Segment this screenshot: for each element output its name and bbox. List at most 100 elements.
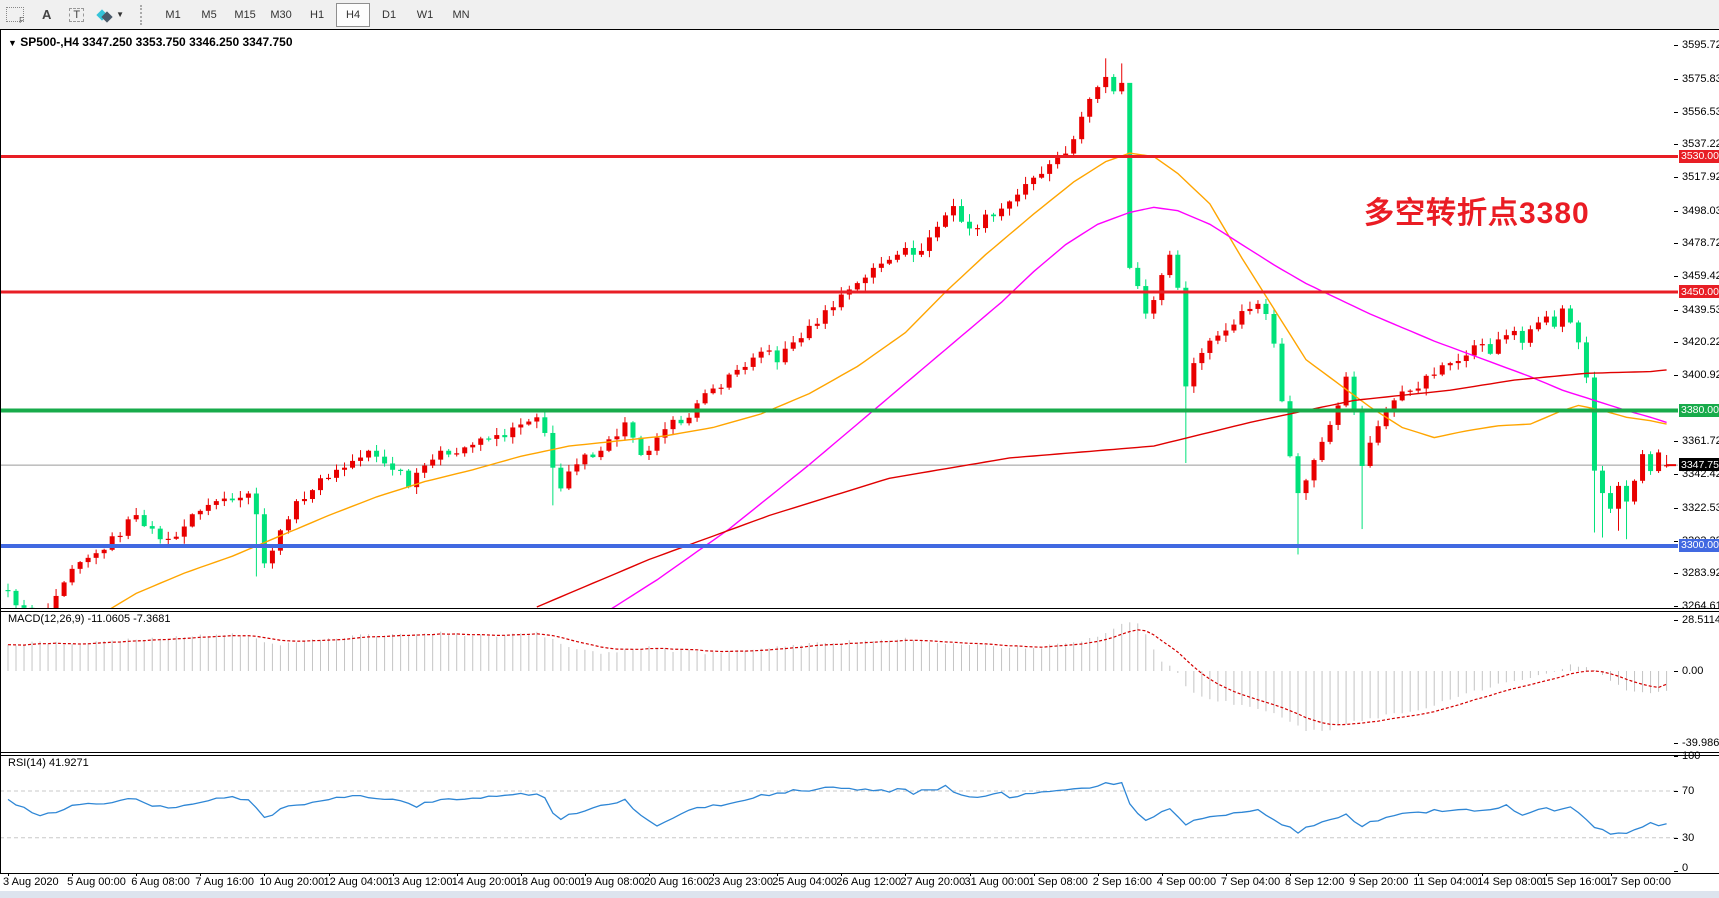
time-tick-label[interactable]: 8 Sep 12:00 (1285, 876, 1345, 888)
price-axis-line (0, 30, 1, 873)
main-chart-plot[interactable] (0, 30, 1678, 608)
time-tick (72, 873, 74, 876)
macd-tick-label: 0.00 (1682, 665, 1704, 677)
price-tick (1674, 605, 1678, 607)
price-tick (1674, 507, 1678, 509)
timeframe-button-d1[interactable]: D1 (382, 8, 397, 21)
rsi-header: RSI(14) 41.9271 (8, 757, 89, 769)
price-tick (1674, 144, 1678, 146)
time-tick-label[interactable]: 5 Aug 00:00 (67, 876, 126, 888)
time-tick (584, 873, 586, 876)
price-tick-label: 3517.920 (1682, 170, 1719, 183)
time-tick-label[interactable]: 1 Sep 08:00 (1028, 876, 1088, 888)
time-tick-label[interactable]: 19 Aug 08:00 (579, 876, 645, 888)
time-tick (713, 873, 715, 876)
price-tick-label: 3537.225 (1682, 138, 1719, 151)
macd-histogram-group (7, 622, 1668, 732)
price-badge-3380: 3380.000 (1679, 403, 1719, 417)
time-tick (649, 873, 650, 876)
toolbar-grip[interactable] (140, 4, 149, 25)
price-tick (1674, 540, 1678, 542)
frame-tool-icon[interactable]: F (6, 7, 24, 25)
chart-annotation-text[interactable]: 多空转折点3380 (1364, 197, 1590, 230)
time-tick-label[interactable]: 10 Aug 20:00 (259, 876, 325, 888)
toolbar: F A T ▼ M1 M5 M15 M30 H1 H4 D1 W1 MN (0, 0, 1719, 30)
rsi-plot[interactable] (0, 755, 1678, 873)
time-tick-label[interactable]: 11 Sep 04:00 (1413, 876, 1478, 888)
panel-separator (0, 873, 1719, 874)
price-tick (1674, 309, 1678, 311)
time-tick (1161, 873, 1163, 876)
rsi-tick (1674, 871, 1678, 872)
time-tick-label[interactable]: 31 Aug 00:00 (964, 876, 1030, 888)
time-tick (777, 873, 779, 876)
price-tick-label: 3595.725 (1682, 39, 1719, 52)
font-tool-icon[interactable]: A (42, 7, 52, 22)
text-label-tool-icon[interactable]: T (69, 7, 85, 22)
time-tick (1033, 873, 1035, 876)
ma-slow-line (536, 369, 1667, 608)
time-tick-label[interactable]: 7 Sep 04:00 (1220, 876, 1281, 888)
time-tick-label[interactable]: 26 Aug 12:00 (836, 876, 902, 888)
macd-tick (1674, 742, 1678, 744)
time-tick (1610, 873, 1612, 876)
macd-tick-label: -39.9869 (1682, 736, 1719, 749)
time-tick (1418, 873, 1420, 876)
timeframe-button-m15[interactable]: M15 (234, 8, 256, 21)
time-tick-label[interactable]: 15 Sep 16:00 (1541, 876, 1607, 888)
price-tick-label: 3420.225 (1682, 336, 1719, 349)
time-tick (1290, 873, 1291, 876)
price-tick (1674, 276, 1678, 278)
time-tick-label[interactable]: 4 Sep 00:00 (1156, 876, 1217, 888)
timeframe-button-w1[interactable]: W1 (416, 8, 434, 21)
macd-plot[interactable] (0, 611, 1678, 752)
panel-separator[interactable] (0, 608, 1719, 609)
time-tick-label[interactable]: 2 Sep 16:00 (1092, 876, 1153, 888)
time-tick (136, 873, 138, 876)
macd-tick (1674, 671, 1678, 672)
time-tick (392, 873, 394, 876)
shapes-tool-icon[interactable]: ▼ (96, 8, 125, 23)
price-tick-label: 3478.725 (1682, 237, 1719, 250)
time-tick-label[interactable]: 20 Aug 16:00 (644, 876, 709, 888)
time-tick-label[interactable]: 7 Aug 16:00 (195, 876, 255, 888)
candles-group (5, 58, 1670, 608)
macd-tick (1674, 619, 1678, 621)
time-tick-label[interactable]: 23 Aug 23:00 (708, 876, 773, 888)
time-tick (841, 873, 843, 876)
price-badge-3300: 3300.000 (1679, 538, 1719, 552)
time-tick (905, 873, 907, 876)
rsi-tick (1674, 755, 1678, 757)
timeframe-button-m1[interactable]: M1 (165, 8, 181, 21)
chevron-down-icon: ▼ (116, 10, 125, 19)
timeframe-button-h4[interactable]: H4 (336, 2, 371, 27)
chart-symbol-header[interactable]: ▼ SP500-,H4 3347.250 3353.750 3346.250 3… (8, 35, 293, 49)
timeframe-button-m5[interactable]: M5 (201, 8, 217, 21)
time-tick-label[interactable]: 25 Aug 04:00 (772, 876, 838, 888)
timeframe-button-h1[interactable]: H1 (310, 8, 325, 21)
time-tick (1354, 873, 1356, 876)
macd-signal-line (7, 629, 1667, 726)
timeframe-button-m30[interactable]: M30 (270, 8, 292, 21)
status-strip (0, 891, 1719, 898)
collapse-icon[interactable]: ▼ (8, 38, 17, 48)
rsi-tick (1674, 791, 1678, 792)
time-tick (1546, 873, 1548, 876)
time-tick (969, 873, 971, 876)
time-tick-label[interactable]: 12 Aug 04:00 (323, 876, 389, 888)
time-tick-label[interactable]: 13 Aug 12:00 (387, 876, 453, 888)
panel-separator[interactable] (0, 752, 1719, 753)
time-tick-label[interactable]: 9 Sep 20:00 (1349, 876, 1409, 888)
price-tick (1674, 111, 1678, 113)
time-tick-label[interactable]: 18 Aug 00:00 (515, 876, 581, 888)
time-tick-label[interactable]: 6 Aug 08:00 (131, 876, 190, 888)
time-tick-label[interactable]: 17 Sep 00:00 (1605, 876, 1671, 888)
time-tick-label[interactable]: 14 Aug 20:00 (451, 876, 517, 888)
price-tick (1674, 375, 1678, 377)
macd-tick-label: 28.5114 (1682, 613, 1719, 626)
time-tick-label[interactable]: 3 Aug 2020 (3, 876, 59, 888)
time-tick-label[interactable]: 27 Aug 20:00 (900, 876, 966, 888)
timeframe-button-mn[interactable]: MN (452, 8, 470, 21)
time-tick-label[interactable]: 14 Sep 08:00 (1477, 876, 1543, 888)
rsi-tick-label: 0 (1682, 862, 1689, 874)
